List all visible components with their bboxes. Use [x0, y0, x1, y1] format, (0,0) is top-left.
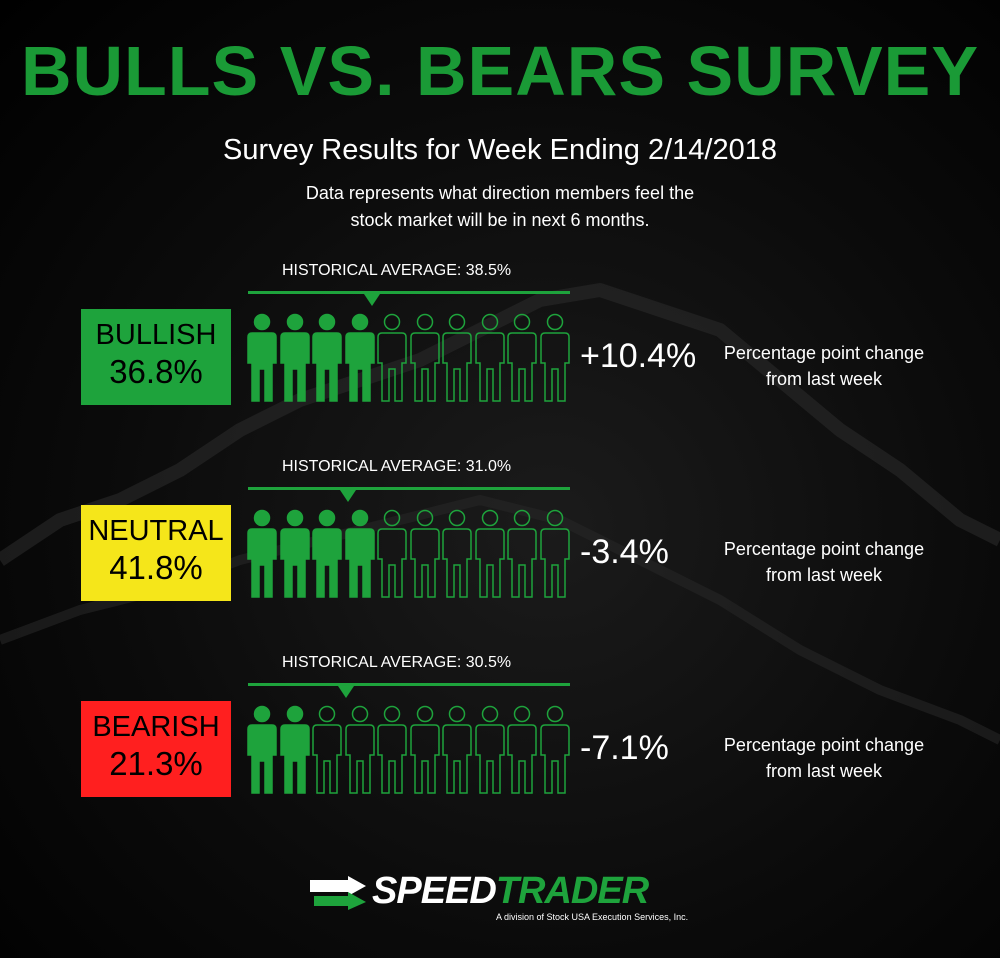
- person-filled-icon: [312, 509, 342, 599]
- bearish-change: -7.1%: [580, 729, 669, 767]
- bearish-row: HISTORICAL AVERAGE: 30.5% BEARISH 21.3% …: [0, 654, 1000, 804]
- person-outline-icon: [507, 705, 537, 795]
- person-filled-icon: [247, 705, 277, 795]
- bearish-value: 21.3%: [109, 745, 203, 782]
- person-figures: [247, 705, 577, 797]
- bearish-label: BEARISH: [92, 711, 220, 743]
- person-filled-icon: [344, 509, 375, 599]
- person-filled-icon: [279, 509, 310, 599]
- person-outline-icon: [344, 705, 375, 795]
- neutral-value: 41.8%: [109, 549, 203, 586]
- person-outline-icon: [539, 705, 570, 795]
- logo-name-part-2: TRADER: [495, 870, 649, 912]
- person-outline-icon: [507, 509, 537, 599]
- person-outline-icon: [474, 313, 505, 403]
- historical-average-marker: [339, 490, 356, 502]
- change-note-line-1: Percentage point change: [723, 343, 925, 363]
- neutral-box: NEUTRAL 41.8%: [81, 505, 231, 601]
- person-filled-icon: [247, 313, 277, 403]
- person-filled-icon: [247, 509, 277, 599]
- person-outline-icon: [442, 705, 472, 795]
- bullish-value: 36.8%: [109, 353, 203, 390]
- bullish-box: BULLISH 36.8%: [81, 309, 231, 405]
- logo-name-part-1: SPEED: [372, 870, 497, 912]
- historical-average-label: HISTORICAL AVERAGE: 31.0%: [282, 458, 512, 475]
- speedtrader-logo: SPEEDTRADER A division of Stock USA Exec…: [310, 870, 690, 922]
- logo-wordmark: SPEEDTRADER: [372, 870, 649, 913]
- person-outline-icon: [409, 313, 440, 403]
- arrows-icon: [310, 876, 366, 910]
- historical-average-line: [248, 683, 570, 686]
- person-filled-icon: [279, 313, 310, 403]
- person-outline-icon: [474, 705, 505, 795]
- person-filled-icon: [279, 705, 310, 795]
- neutral-label: NEUTRAL: [88, 515, 224, 547]
- logo-tagline: A division of Stock USA Execution Servic…: [496, 912, 689, 922]
- change-note-line-2: from last week: [765, 565, 883, 585]
- description: Data represents what direction members f…: [200, 180, 800, 234]
- page-title: BULLS VS. BEARS SURVEY: [20, 32, 980, 110]
- change-note: Percentage point change from last week: [714, 732, 934, 784]
- person-outline-icon: [442, 313, 472, 403]
- bullish-label: BULLISH: [95, 319, 217, 351]
- historical-average-marker: [363, 294, 380, 306]
- bullish-row: HISTORICAL AVERAGE: 38.5% BULLISH 36.8% …: [0, 262, 1000, 412]
- bearish-box: BEARISH 21.3%: [81, 701, 231, 797]
- person-outline-icon: [312, 705, 342, 795]
- change-note-line-1: Percentage point change: [723, 539, 925, 559]
- person-outline-icon: [377, 705, 407, 795]
- subtitle: Survey Results for Week Ending 2/14/2018: [222, 134, 777, 166]
- change-note-line-1: Percentage point change: [723, 735, 925, 755]
- person-outline-icon: [507, 313, 537, 403]
- neutral-change: -3.4%: [580, 533, 669, 571]
- change-note-line-2: from last week: [765, 369, 883, 389]
- person-figures: [247, 313, 577, 405]
- historical-average-line: [248, 487, 570, 490]
- person-filled-icon: [312, 313, 342, 403]
- historical-average-label: HISTORICAL AVERAGE: 30.5%: [282, 654, 512, 671]
- historical-average-line: [248, 291, 570, 294]
- bullish-change: +10.4%: [580, 337, 697, 375]
- person-outline-icon: [377, 509, 407, 599]
- historical-average-marker: [338, 686, 355, 698]
- person-figures: [247, 509, 577, 601]
- person-outline-icon: [442, 509, 472, 599]
- person-outline-icon: [409, 509, 440, 599]
- historical-average-label: HISTORICAL AVERAGE: 38.5%: [282, 262, 512, 279]
- person-outline-icon: [409, 705, 440, 795]
- person-filled-icon: [344, 313, 375, 403]
- person-outline-icon: [474, 509, 505, 599]
- person-outline-icon: [377, 313, 407, 403]
- neutral-row: HISTORICAL AVERAGE: 31.0% NEUTRAL 41.8% …: [0, 458, 1000, 608]
- person-outline-icon: [539, 313, 570, 403]
- change-note-line-2: from last week: [765, 761, 883, 781]
- person-outline-icon: [539, 509, 570, 599]
- description-line-1: Data represents what direction members f…: [305, 183, 695, 203]
- change-note: Percentage point change from last week: [714, 536, 934, 588]
- change-note: Percentage point change from last week: [714, 340, 934, 392]
- description-line-2: stock market will be in next 6 months.: [350, 210, 650, 230]
